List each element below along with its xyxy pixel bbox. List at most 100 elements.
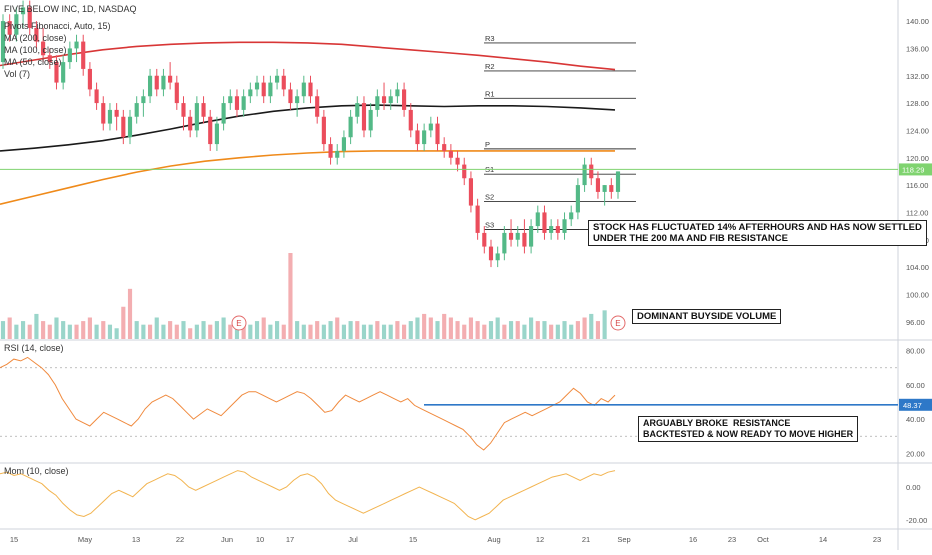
candle-body xyxy=(408,109,413,131)
volume-bar xyxy=(67,324,72,339)
volume-bar xyxy=(168,321,173,339)
ma200-line xyxy=(0,150,615,205)
candle-body xyxy=(428,123,433,131)
candle-body xyxy=(288,89,293,104)
x-tick-label: Oct xyxy=(757,535,770,544)
price-tick-label: 128.00 xyxy=(906,99,929,108)
legend-rsi[interactable]: RSI (14, close) xyxy=(4,343,64,353)
volume-bar xyxy=(14,324,19,339)
pivot-label: R2 xyxy=(485,62,495,71)
candle-body xyxy=(194,103,199,131)
candle-body xyxy=(254,82,260,90)
earnings-marker xyxy=(231,315,247,331)
volume-bar xyxy=(529,317,534,339)
legend-ma100[interactable]: MA (100, close) xyxy=(4,45,67,55)
candle-body xyxy=(341,137,346,151)
price-tick-label: 140.00 xyxy=(906,17,929,26)
candle-body xyxy=(575,185,580,213)
volume-bar xyxy=(502,324,507,339)
candle-body xyxy=(241,96,246,110)
x-tick-label: 23 xyxy=(728,535,736,544)
volume-bar xyxy=(562,321,567,339)
candle-body xyxy=(14,14,19,35)
volume-bar xyxy=(569,324,574,339)
volume-bar xyxy=(54,317,59,339)
legend-ma200[interactable]: MA (200, close) xyxy=(4,33,67,43)
candle-body xyxy=(422,130,427,145)
pivot-label: R3 xyxy=(485,34,495,43)
candle-body xyxy=(361,103,367,131)
x-tick-label: 22 xyxy=(176,535,184,544)
candle-body xyxy=(121,116,126,138)
candle-body xyxy=(508,232,514,240)
mom-tick-label: -20.00 xyxy=(906,516,927,525)
candle-body xyxy=(221,103,226,124)
legend-ma50[interactable]: MA (50, close) xyxy=(4,57,62,67)
volume-bar xyxy=(241,324,246,339)
candle-body xyxy=(67,48,72,63)
volume-bar xyxy=(268,324,273,339)
candle-body xyxy=(415,130,420,145)
volume-bar xyxy=(127,288,133,339)
legend-pivots[interactable]: Pivots Fibonacci, Auto, 15) xyxy=(4,21,111,31)
candle-body xyxy=(435,123,440,145)
volume-bar xyxy=(0,321,6,339)
candle-body xyxy=(549,226,554,233)
candle-body xyxy=(569,212,574,220)
volume-bar xyxy=(475,321,480,339)
volume-bar xyxy=(288,253,293,339)
volume-bar xyxy=(368,324,373,339)
candle-body xyxy=(34,27,39,42)
x-tick-label: Jun xyxy=(221,535,233,544)
legend-mom[interactable]: Mom (10, close) xyxy=(4,466,69,476)
candle-body xyxy=(482,232,487,247)
candle-body xyxy=(315,96,320,117)
pivot-label: P xyxy=(485,140,490,149)
ma100-line xyxy=(0,104,616,152)
candle-body xyxy=(328,144,333,158)
x-tick-label: Sep xyxy=(617,535,630,544)
x-tick-label: 23 xyxy=(873,535,881,544)
candle-body xyxy=(87,68,92,90)
price-tick-label: 100.00 xyxy=(906,290,929,299)
volume-bar xyxy=(7,317,12,339)
volume-bar xyxy=(254,321,260,339)
candle-body xyxy=(462,164,467,179)
candle-body xyxy=(455,157,460,165)
candle-body xyxy=(301,82,306,97)
candle-body xyxy=(41,41,46,56)
candle-body xyxy=(522,232,527,247)
legend-vol[interactable]: Vol (7) xyxy=(4,69,31,79)
candle-body xyxy=(134,103,139,117)
volume-bar xyxy=(141,324,146,339)
volume-bar xyxy=(261,317,266,339)
candle-body xyxy=(615,171,621,192)
candle-body xyxy=(295,96,300,104)
candle-body xyxy=(308,82,313,97)
volume-bar xyxy=(488,321,494,339)
x-tick-label: 12 xyxy=(536,535,544,544)
rsi-tick-label: 80.00 xyxy=(906,347,925,356)
candle-body xyxy=(468,178,474,206)
candle-body xyxy=(582,164,587,186)
volume-bar xyxy=(315,321,320,339)
volume-bar xyxy=(94,324,99,339)
candle-body xyxy=(161,75,166,90)
last-price-tag xyxy=(899,163,932,176)
candle-body xyxy=(147,75,153,97)
candle-body xyxy=(535,212,540,227)
candle-body xyxy=(181,103,186,117)
pivot-label: R1 xyxy=(485,89,495,98)
price-tick-label: 112.00 xyxy=(906,208,928,217)
rsi-tick-label: 40.00 xyxy=(906,415,925,424)
volume-bar xyxy=(194,324,199,339)
candle-body xyxy=(107,109,113,124)
candle-body xyxy=(61,62,66,83)
volume-bar xyxy=(20,321,26,339)
volume-bar xyxy=(308,324,313,339)
volume-bar xyxy=(101,321,106,339)
volume-bar xyxy=(188,328,193,339)
volume-bar xyxy=(234,328,240,339)
candle-body xyxy=(94,89,99,104)
